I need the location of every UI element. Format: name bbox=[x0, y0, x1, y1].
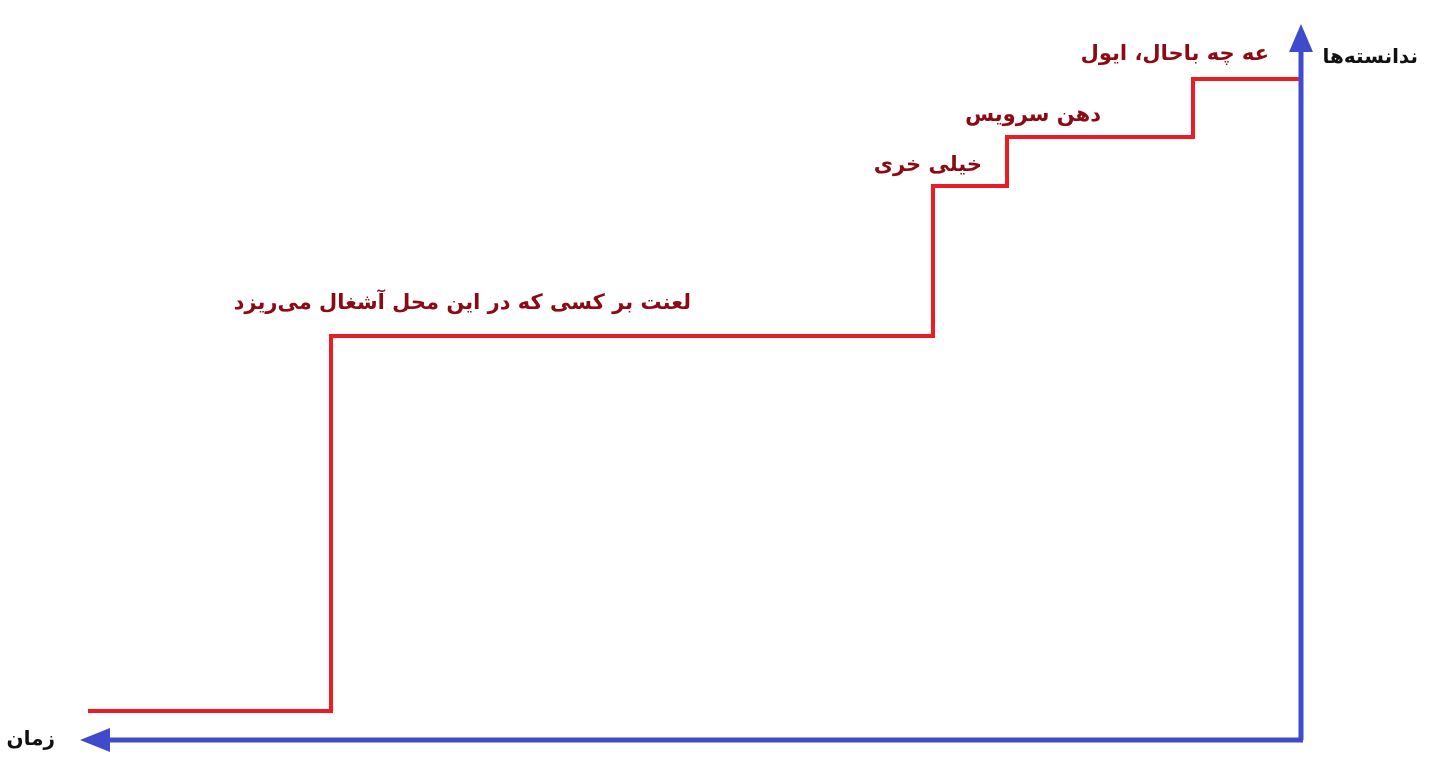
y-axis-arrow-icon bbox=[1289, 24, 1313, 52]
x-axis-arrow-icon bbox=[80, 728, 110, 752]
y-axis-label: ندانسته‌ها bbox=[1322, 44, 1418, 68]
step-label-1: لعنت بر کسی که در این محل آشغال می‌ریزد bbox=[233, 290, 691, 314]
step-label-2: خیلی خری bbox=[873, 152, 982, 176]
step-line bbox=[88, 77, 1301, 713]
x-axis-label: زمان bbox=[6, 726, 55, 750]
step-label-4: عه چه باحال، ایول bbox=[1080, 41, 1269, 65]
step-label-3: دهن سرویس bbox=[965, 102, 1101, 126]
